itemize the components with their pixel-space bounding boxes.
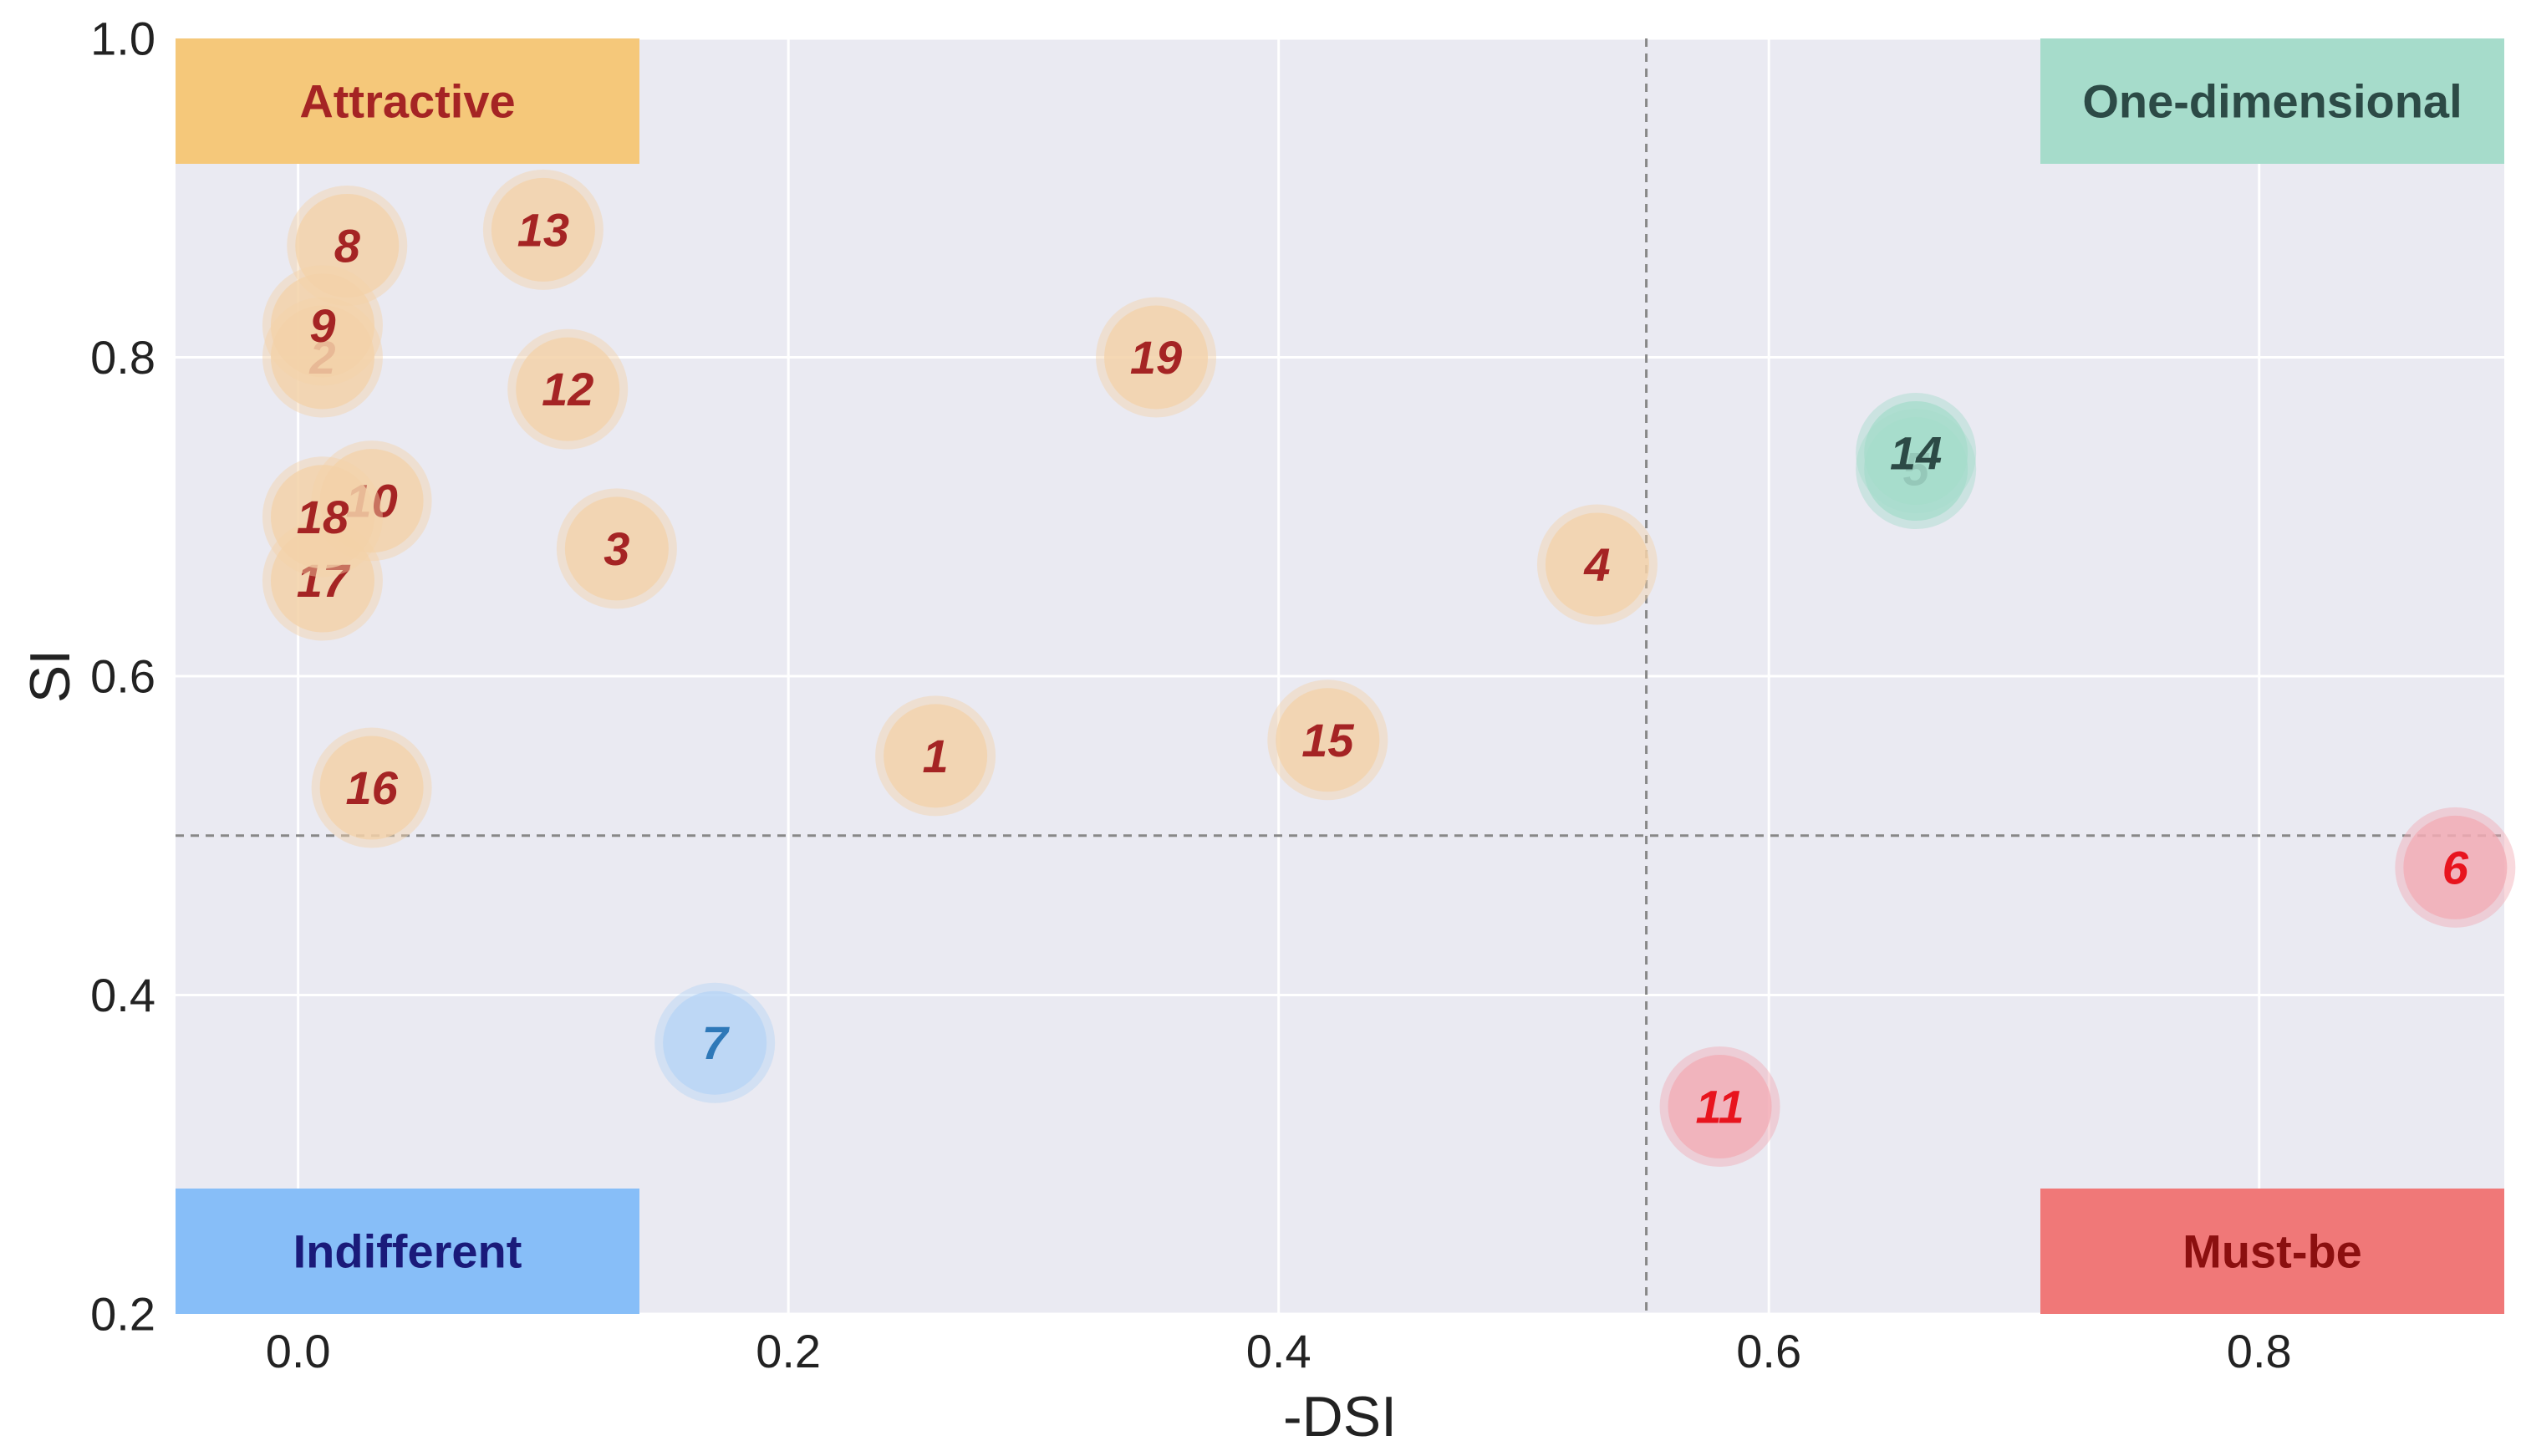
data-point-7[interactable]: 7 [654, 982, 776, 1103]
point-marker-19 [1104, 305, 1209, 410]
point-marker-12 [516, 337, 620, 441]
region-box-one-dimensional [2040, 38, 2504, 164]
point-label-7: 7 [702, 1016, 731, 1069]
region-box-attractive [176, 38, 639, 164]
point-marker-13 [491, 177, 595, 282]
region-box-must-be [2040, 1189, 2504, 1314]
point-marker-3 [564, 496, 669, 601]
point-label-16: 16 [345, 761, 398, 814]
point-marker-7 [663, 990, 767, 1095]
point-label-18: 18 [297, 491, 349, 543]
point-marker-8 [295, 193, 400, 298]
data-point-9[interactable]: 9 [262, 265, 383, 386]
point-label-12: 12 [542, 363, 593, 415]
point-marker-4 [1545, 512, 1649, 617]
x-tick-label-0.4: 0.4 [1246, 1325, 1311, 1377]
x-tick-label-0.0: 0.0 [266, 1325, 331, 1377]
data-point-16[interactable]: 16 [311, 727, 432, 848]
region-label-one-dimensional: One-dimensional [2082, 75, 2462, 128]
y-axis-label: SI [18, 649, 82, 703]
data-point-1[interactable]: 1 [875, 695, 996, 817]
x-tick-label-0.8: 0.8 [2227, 1325, 2292, 1377]
data-point-6[interactable]: 6 [2395, 807, 2516, 928]
point-marker-18 [270, 465, 374, 569]
point-label-6: 6 [2442, 841, 2469, 893]
x-tick-label-0.6: 0.6 [1736, 1325, 1801, 1377]
point-marker-9 [270, 273, 374, 378]
point-marker-14 [1864, 400, 1968, 505]
point-layer: 12345678910111213141516171819 [262, 169, 2516, 1168]
threshold-layer [176, 38, 2504, 1314]
data-point-15[interactable]: 15 [1267, 680, 1388, 801]
point-marker-1 [884, 704, 988, 808]
y-tick-label-0.2: 0.2 [90, 1288, 155, 1341]
point-label-13: 13 [517, 203, 569, 256]
data-point-13[interactable]: 13 [482, 169, 604, 290]
data-point-18[interactable]: 18 [262, 456, 383, 578]
region-label-must-be: Must-be [2182, 1225, 2362, 1278]
point-label-9: 9 [309, 299, 335, 352]
region-box-indifferent [176, 1189, 639, 1314]
data-point-4[interactable]: 4 [1536, 504, 1658, 625]
x-tick-label-0.2: 0.2 [756, 1325, 821, 1377]
data-point-3[interactable]: 3 [556, 488, 677, 609]
point-marker-16 [319, 736, 424, 840]
point-label-3: 3 [604, 522, 629, 575]
data-point-12[interactable]: 12 [507, 328, 629, 450]
point-marker-11 [1668, 1055, 1772, 1159]
point-label-4: 4 [1583, 538, 1610, 591]
data-point-14[interactable]: 14 [1856, 392, 1977, 513]
point-marker-6 [2403, 815, 2508, 919]
point-marker-15 [1276, 688, 1380, 792]
data-point-19[interactable]: 19 [1096, 297, 1217, 418]
point-label-14: 14 [1890, 426, 1942, 479]
y-tick-label-1.0: 1.0 [90, 13, 155, 65]
y-tick-label-0.8: 0.8 [90, 331, 155, 384]
y-tick-label-0.4: 0.4 [90, 969, 155, 1021]
point-label-19: 19 [1130, 331, 1182, 384]
point-label-15: 15 [1301, 714, 1354, 766]
tick-layer: 0.0 0.2 0.4 0.6 0.8 0.2 0.4 0.6 0.8 1.0 [90, 13, 2292, 1378]
point-label-8: 8 [334, 219, 361, 272]
data-point-11[interactable]: 11 [1659, 1046, 1780, 1168]
point-label-1: 1 [923, 730, 949, 782]
region-label-indifferent: Indifferent [293, 1225, 522, 1278]
y-tick-label-0.6: 0.6 [90, 650, 155, 703]
region-layer: Attractive One-dimensional Indifferent Must… [176, 38, 2504, 1314]
x-axis-label: -DSI [1283, 1385, 1397, 1448]
region-label-attractive: Attractive [299, 75, 515, 128]
point-label-11: 11 [1695, 1081, 1744, 1133]
